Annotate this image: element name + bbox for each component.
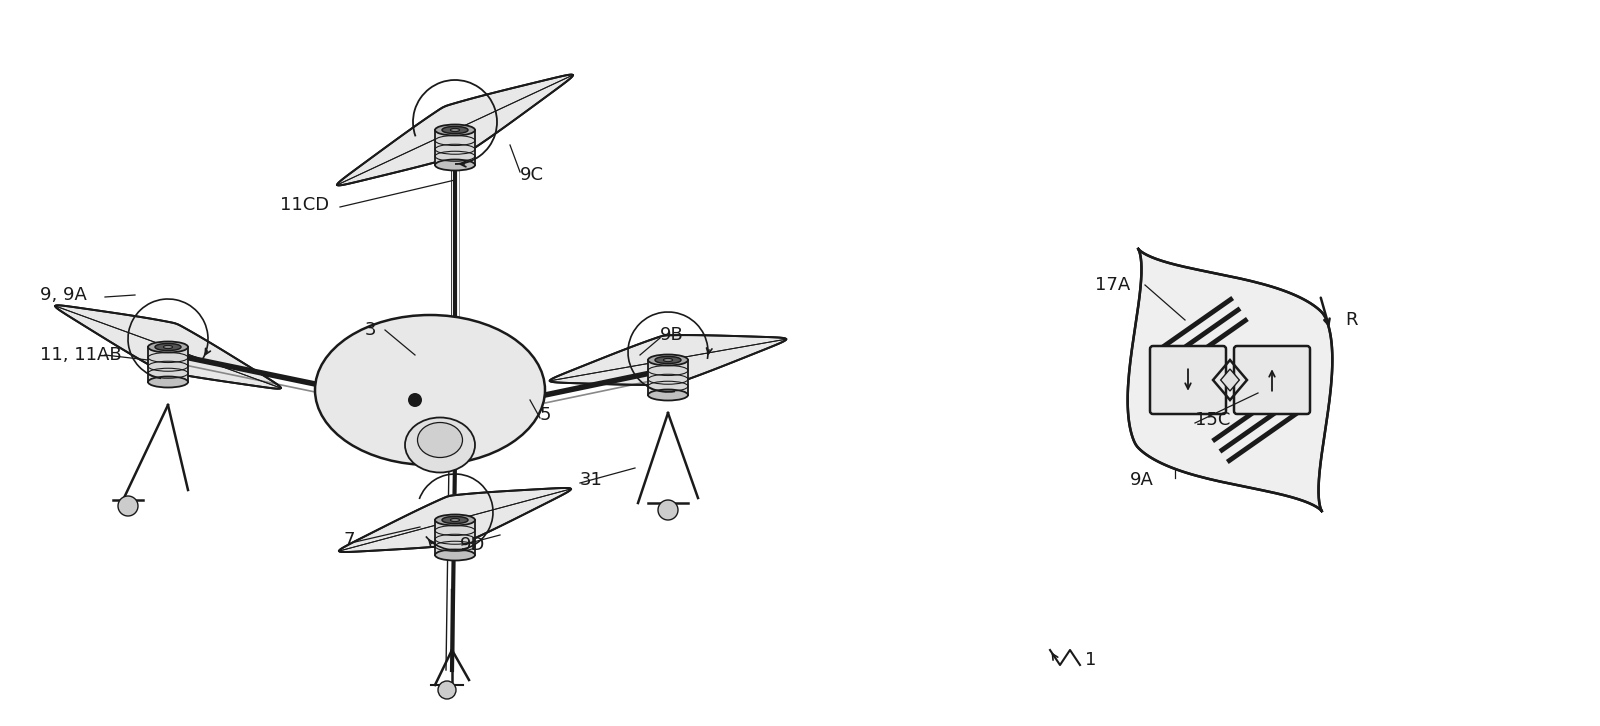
Text: 1: 1 [1085,651,1096,669]
FancyBboxPatch shape [435,130,475,165]
Ellipse shape [648,354,688,365]
Text: 9, 9A: 9, 9A [40,286,86,304]
Ellipse shape [155,343,181,351]
Polygon shape [338,75,573,185]
Polygon shape [1221,369,1240,391]
Text: 9C: 9C [520,166,544,184]
Circle shape [658,500,678,520]
Ellipse shape [405,417,475,473]
Text: 9A: 9A [1130,471,1154,489]
FancyBboxPatch shape [147,347,189,382]
Ellipse shape [435,124,475,136]
Ellipse shape [664,359,672,362]
Text: 5: 5 [541,406,552,424]
Ellipse shape [163,346,173,348]
Polygon shape [339,488,571,552]
Ellipse shape [654,356,682,364]
Text: 9B: 9B [661,326,683,344]
Text: 7: 7 [344,531,355,549]
Polygon shape [56,306,280,388]
Polygon shape [338,75,573,185]
Polygon shape [1128,249,1333,511]
Text: 31: 31 [579,471,603,489]
Ellipse shape [648,390,688,401]
Polygon shape [550,335,786,385]
Text: R: R [1346,311,1357,329]
Polygon shape [550,335,786,385]
Ellipse shape [435,160,475,171]
FancyBboxPatch shape [435,520,475,555]
Circle shape [118,496,138,516]
Ellipse shape [315,315,546,465]
Text: 17A: 17A [1094,276,1130,294]
Ellipse shape [451,129,459,131]
Ellipse shape [418,423,462,457]
FancyBboxPatch shape [1150,346,1226,414]
Ellipse shape [147,341,189,353]
Polygon shape [1128,249,1333,511]
Ellipse shape [442,126,467,134]
Ellipse shape [442,516,467,523]
Polygon shape [56,306,280,388]
Text: 3: 3 [365,321,376,339]
Text: 9D: 9D [461,536,485,554]
Text: 15C: 15C [1195,411,1230,429]
FancyBboxPatch shape [648,360,688,395]
Polygon shape [339,488,571,552]
Ellipse shape [147,377,189,388]
Circle shape [408,393,422,407]
Ellipse shape [435,550,475,560]
Text: 11, 11AB: 11, 11AB [40,346,122,364]
Circle shape [438,681,456,699]
Ellipse shape [435,515,475,526]
FancyBboxPatch shape [1234,346,1310,414]
Ellipse shape [451,518,459,521]
Text: 11CD: 11CD [280,196,330,214]
